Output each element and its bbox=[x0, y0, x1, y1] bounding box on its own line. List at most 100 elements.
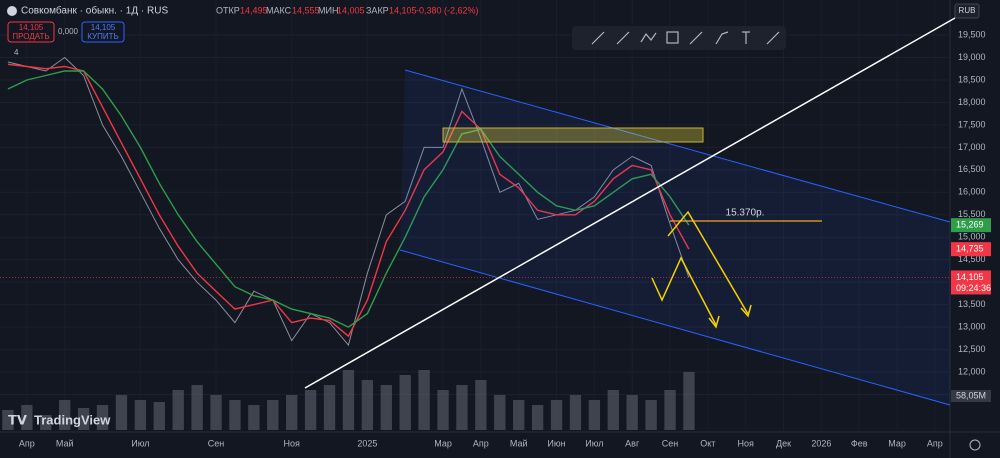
ohlc-value: 14,495 bbox=[240, 5, 268, 15]
x-tick-label: Май bbox=[510, 438, 528, 448]
sell-price[interactable]: 14,105 bbox=[19, 23, 44, 32]
channel-bottom bbox=[399, 249, 951, 406]
price-line bbox=[7, 63, 690, 338]
volume-bar bbox=[40, 415, 52, 430]
x-tick-label: Апр bbox=[473, 438, 489, 448]
volume-bar bbox=[664, 390, 676, 430]
y-tick-label: 12,500 bbox=[958, 344, 986, 354]
buy-button[interactable] bbox=[81, 21, 125, 43]
resistance-zone bbox=[442, 127, 704, 143]
volume-bar bbox=[210, 395, 222, 430]
symbol-logo bbox=[7, 6, 17, 16]
volume-bar bbox=[115, 395, 128, 430]
y-tick-label: 18,500 bbox=[958, 74, 986, 84]
arrow-head bbox=[740, 304, 752, 318]
settings-icon[interactable] bbox=[969, 439, 981, 451]
x-tick-label: Мар bbox=[434, 438, 452, 448]
x-tick-label: Мар bbox=[888, 438, 906, 448]
channel-top bbox=[404, 69, 951, 223]
sell-button[interactable] bbox=[7, 21, 55, 43]
volume-bar bbox=[380, 385, 392, 430]
volume-bar bbox=[475, 380, 487, 430]
x-tick-label: Июл bbox=[585, 438, 603, 448]
spread: 0,000 bbox=[58, 27, 79, 36]
x-tick-label: 2026 bbox=[811, 438, 831, 448]
x-tick-label: Фев bbox=[851, 438, 868, 448]
volume-bar bbox=[607, 390, 619, 430]
last-price-label: 14,105 bbox=[956, 272, 984, 282]
price-line bbox=[7, 70, 690, 328]
volume-bar bbox=[77, 408, 90, 430]
tool-icon[interactable] bbox=[689, 31, 703, 45]
forecast-arrow bbox=[667, 210, 749, 315]
tool-icon[interactable] bbox=[666, 31, 679, 44]
ohlc-label: МИН bbox=[318, 5, 338, 15]
volume-bar bbox=[153, 402, 165, 430]
volume-bar bbox=[59, 400, 71, 430]
symbol: Совкомбанк · обыкн. · 1Д · RUS bbox=[21, 5, 168, 17]
volume-bar bbox=[248, 405, 260, 430]
x-tick-label: Июн bbox=[547, 438, 565, 448]
y-tick-label: 19,500 bbox=[958, 29, 986, 39]
ma-slow-label: 15,269 bbox=[956, 220, 984, 230]
ohlc-value: 14,005 bbox=[337, 5, 365, 15]
x-tick-label: Дек bbox=[776, 438, 791, 448]
volume-bar bbox=[323, 385, 336, 430]
volume-bar bbox=[550, 400, 563, 430]
y-tick-label: 13,000 bbox=[958, 321, 986, 331]
tool-icon[interactable] bbox=[640, 32, 657, 43]
y-tick-label: 17,000 bbox=[958, 142, 986, 152]
ohlc-label: ЗАКР bbox=[366, 5, 389, 15]
volume-bar bbox=[418, 370, 430, 430]
tool-icon[interactable] bbox=[715, 31, 729, 45]
volume-bar bbox=[172, 390, 184, 430]
currency-box[interactable] bbox=[954, 3, 980, 19]
x-tick-label: Сен bbox=[208, 438, 225, 448]
volume-bar bbox=[267, 400, 279, 430]
y-tick-label: 13,500 bbox=[958, 299, 986, 309]
volume-bar bbox=[513, 400, 525, 430]
channel bbox=[400, 70, 950, 405]
last-price-label-badge bbox=[951, 270, 991, 295]
tool-icon[interactable] bbox=[616, 31, 630, 45]
ma-fast-label-badge bbox=[951, 242, 991, 257]
y-tick-label: 17,500 bbox=[958, 119, 986, 129]
y-tick-label: 19,000 bbox=[958, 52, 986, 62]
y-tick-label: 12,000 bbox=[958, 366, 986, 376]
volume-bar bbox=[304, 390, 317, 430]
ma-slow-label-badge bbox=[951, 218, 991, 233]
x-tick-label: Июл bbox=[131, 438, 149, 448]
volume-bar bbox=[626, 395, 638, 430]
tool-icon[interactable] bbox=[591, 31, 605, 45]
volume-bar bbox=[437, 390, 449, 430]
x-tick-label: Май bbox=[56, 438, 74, 448]
x-tick-label: Ноя bbox=[738, 438, 755, 448]
tool-icon[interactable] bbox=[766, 31, 780, 45]
volume-bar bbox=[399, 375, 411, 430]
volume-bar bbox=[191, 385, 203, 430]
buy-label[interactable]: КУПИТЬ bbox=[87, 32, 118, 41]
ohlc-value: 14,555 bbox=[292, 5, 320, 15]
ohlc-label: ОТКР bbox=[216, 5, 240, 15]
ma-fast-label: 14,735 bbox=[956, 244, 984, 254]
volume-bar bbox=[588, 400, 601, 430]
forecast-arrow bbox=[651, 256, 717, 326]
volume-bar bbox=[229, 400, 241, 430]
ohlc-change: -0,380 (-2,62%) bbox=[416, 5, 479, 15]
volume-bar bbox=[21, 405, 33, 430]
indicator-count[interactable]: 4 bbox=[14, 48, 19, 57]
x-tick-label: Апр bbox=[19, 438, 35, 448]
brand-logo: 𝗧𝗩 bbox=[8, 412, 27, 427]
sell-label[interactable]: ПРОДАТЬ bbox=[12, 32, 49, 41]
y-tick-label: 15,000 bbox=[958, 232, 986, 242]
target-label: 15.370р. bbox=[726, 208, 765, 219]
currency[interactable]: RUB bbox=[959, 6, 976, 15]
x-tick-label: Сен bbox=[662, 438, 679, 448]
buy-price[interactable]: 14,105 bbox=[91, 23, 116, 32]
x-tick-label: 2025 bbox=[357, 438, 377, 448]
volume-bar bbox=[494, 395, 506, 430]
x-tick-label: Окт bbox=[700, 438, 715, 448]
x-tick-label: Апр bbox=[927, 438, 943, 448]
